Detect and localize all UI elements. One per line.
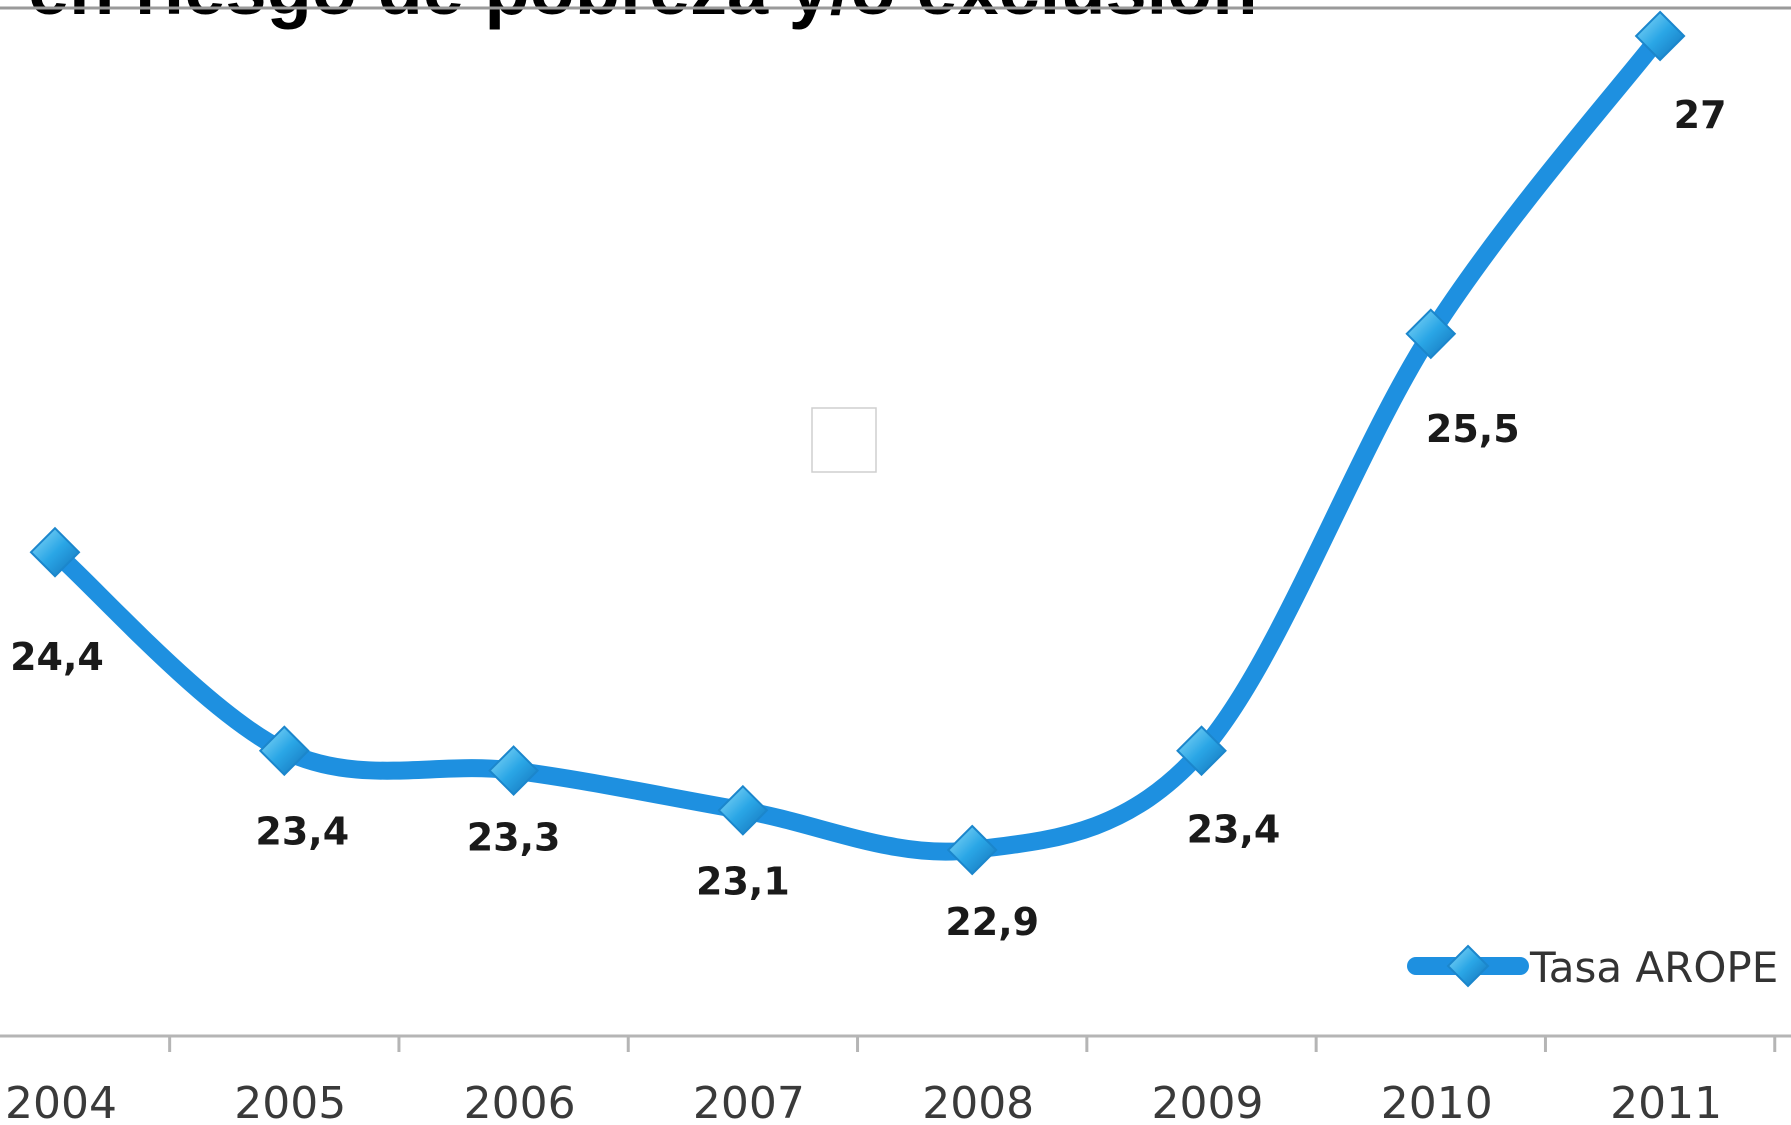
chart-title: en riesgo de pobreza y/o exclusión (28, 0, 1258, 30)
x-tick-label-2009: 2009 (1152, 1078, 1264, 1125)
x-tick-label-2010: 2010 (1381, 1078, 1493, 1125)
x-tick-label-2011: 2011 (1610, 1078, 1722, 1125)
data-point-2011 (1634, 10, 1686, 62)
x-tick-label-2006: 2006 (464, 1078, 576, 1125)
data-label-2004: 24,4 (10, 635, 104, 679)
data-point-2009 (1176, 725, 1227, 777)
data-label-2005: 23,4 (255, 810, 349, 854)
data-point-2010 (1405, 308, 1457, 360)
data-labels: 24,4 23,4 23,3 23,1 22,9 23,4 25,5 27 (10, 93, 1726, 944)
x-tick-label-2004: 2004 (5, 1078, 117, 1125)
placeholder-box (811, 407, 877, 473)
legend-label: Tasa AROPE (1529, 943, 1778, 992)
series-markers (29, 10, 1686, 876)
data-point-2004 (29, 526, 81, 578)
data-label-2010: 25,5 (1426, 407, 1520, 451)
legend-diamond-icon (1446, 944, 1490, 988)
legend: Tasa AROPE (1407, 943, 1778, 992)
x-axis-ticks (168, 1036, 1777, 1052)
data-label-2008: 22,9 (945, 900, 1039, 944)
x-tick-label-2007: 2007 (693, 1078, 805, 1125)
data-point-2007 (717, 784, 769, 836)
data-point-2005 (258, 725, 310, 777)
data-point-2008 (946, 824, 998, 876)
data-label-2011: 27 (1674, 93, 1727, 137)
data-point-2006 (488, 745, 540, 796)
x-tick-label-2005: 2005 (234, 1078, 346, 1125)
data-label-2007: 23,1 (696, 859, 790, 903)
x-tick-label-2008: 2008 (922, 1078, 1034, 1125)
x-axis-tick-labels: 2004 2005 2006 2007 2008 2009 2010 2011 (5, 1078, 1722, 1125)
data-label-2009: 23,4 (1187, 808, 1281, 852)
data-label-2006: 23,3 (467, 816, 561, 860)
